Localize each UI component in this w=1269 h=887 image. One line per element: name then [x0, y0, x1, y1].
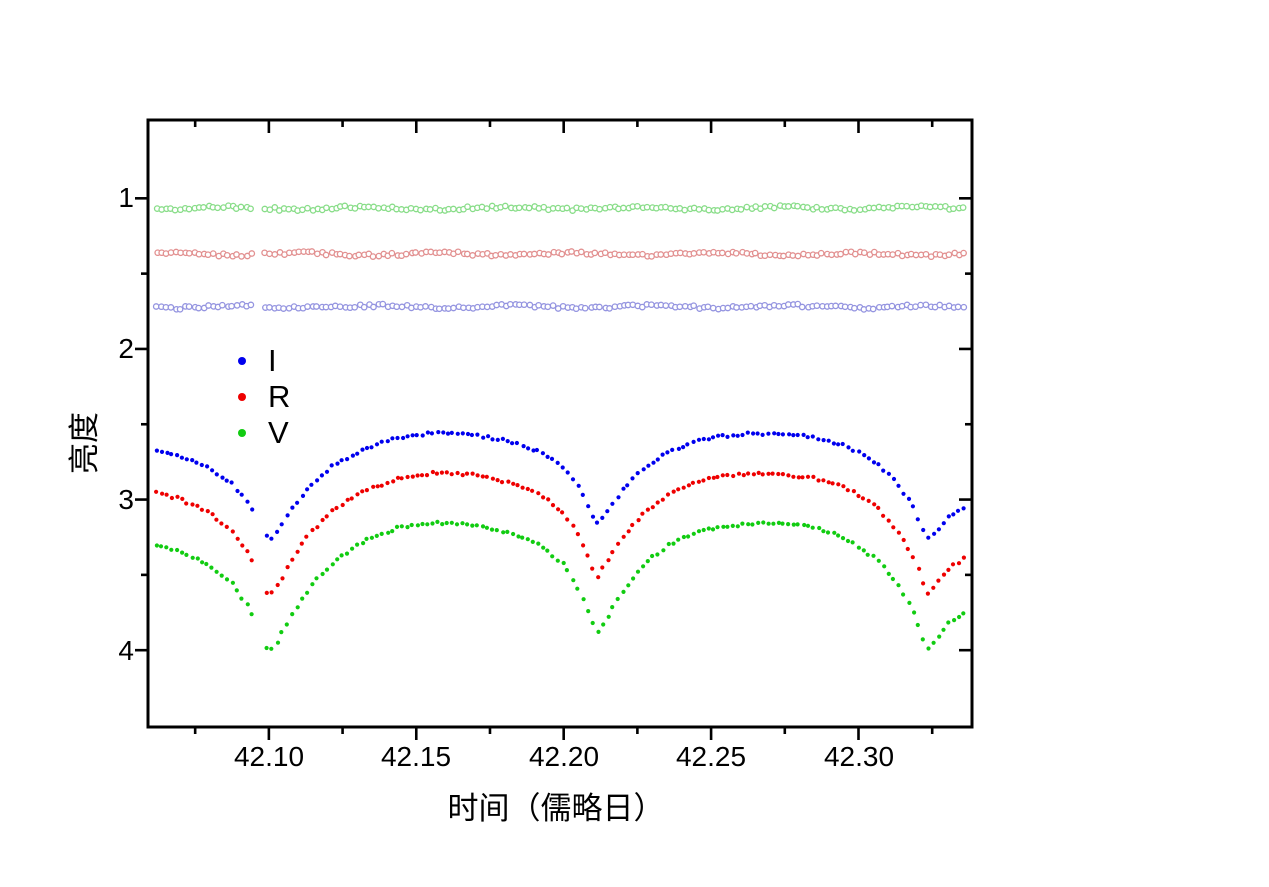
series-V-points	[154, 519, 966, 651]
legend-marker-V	[238, 429, 246, 437]
legend-item-V: V	[238, 415, 289, 451]
legend-label-I: I	[268, 343, 277, 378]
legend-marker-R	[238, 393, 246, 401]
x-tick-label-42-25: 42.25	[675, 741, 747, 772]
y-tick-label-4: 4	[118, 635, 134, 666]
series-comp-R-points	[154, 248, 967, 261]
legend-item-R: R	[238, 379, 290, 415]
series-comp-V-points	[153, 202, 967, 214]
data-points	[152, 202, 968, 651]
x-tick-label-42-30: 42.30	[823, 741, 895, 772]
series-R-points	[154, 469, 967, 596]
legend-label-R: R	[268, 379, 291, 414]
y-tick-label-2: 2	[118, 333, 134, 364]
x-tick-label-42-20: 42.20	[528, 741, 600, 772]
y-tick-label-1: 1	[118, 182, 134, 213]
series-comp-I-points	[152, 300, 968, 313]
legend-label-V: V	[268, 415, 289, 450]
y-axis-title: 亮度	[67, 412, 102, 474]
series-I-points	[154, 430, 966, 541]
x-axis-title: 时间（儒略日）	[447, 791, 665, 826]
legend-marker-I	[238, 357, 246, 365]
y-tick-label-3: 3	[118, 484, 134, 515]
x-tick-label-42-10: 42.10	[233, 741, 305, 772]
plot-frame	[146, 118, 974, 729]
legend-item-I: I	[238, 343, 277, 379]
x-tick-label-42-15: 42.15	[380, 741, 452, 772]
